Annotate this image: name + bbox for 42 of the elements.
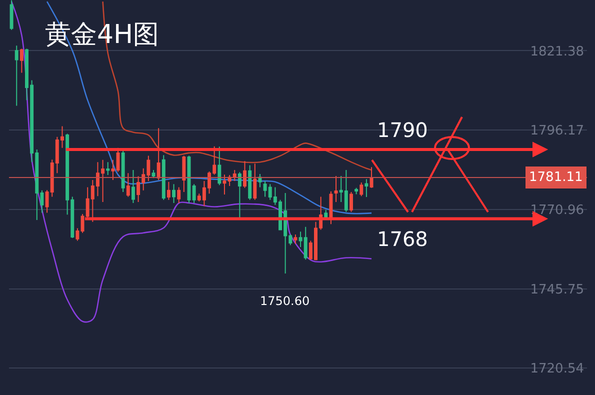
candlestick: [10, 0, 14, 30]
candlestick: [349, 191, 353, 212]
candlestick: [218, 146, 222, 186]
candlestick: [192, 184, 196, 204]
candlestick: [131, 169, 135, 204]
candlestick: [121, 150, 125, 192]
candlestick: [152, 169, 156, 179]
candlestick: [294, 234, 298, 244]
ref-line-label: 1781.11: [529, 170, 583, 185]
candlestick: [243, 160, 247, 188]
candlestick: [329, 190, 333, 225]
candlestick: [156, 128, 160, 181]
line-series: [46, 0, 372, 214]
candlestick: [334, 175, 338, 203]
candlestick: [14, 45, 18, 106]
ref-line-label: 1768: [377, 227, 428, 251]
candlestick: [166, 181, 170, 200]
y-tick-label: 1745.75: [530, 282, 584, 298]
candlestick: [354, 187, 358, 195]
candlestick: [111, 159, 115, 181]
candlestick: [162, 154, 166, 200]
candlestick: [177, 186, 181, 204]
candlestick: [253, 163, 257, 200]
candlestick: [360, 182, 364, 197]
candlestick: [20, 48, 24, 74]
candlestick: [126, 172, 130, 198]
candlestick: [364, 178, 368, 198]
y-tick-label: 1821.38: [530, 44, 584, 60]
candlestick: [182, 155, 186, 192]
line-series: [10, 0, 372, 322]
annotation: 1750.60: [260, 294, 310, 308]
y-tick-label: 1720.54: [530, 362, 584, 377]
candlestick: [248, 164, 252, 200]
candlestick: [222, 174, 226, 196]
y-tick-label: 1796.17: [530, 124, 584, 139]
ref-line-label: 1790: [377, 118, 428, 142]
candlestick: [172, 184, 176, 204]
y-tick-label: 1770.96: [530, 202, 584, 218]
candlestick: [106, 162, 110, 176]
candlestick: [370, 166, 374, 188]
candlestick: [238, 172, 242, 220]
candlestick: [76, 228, 80, 242]
